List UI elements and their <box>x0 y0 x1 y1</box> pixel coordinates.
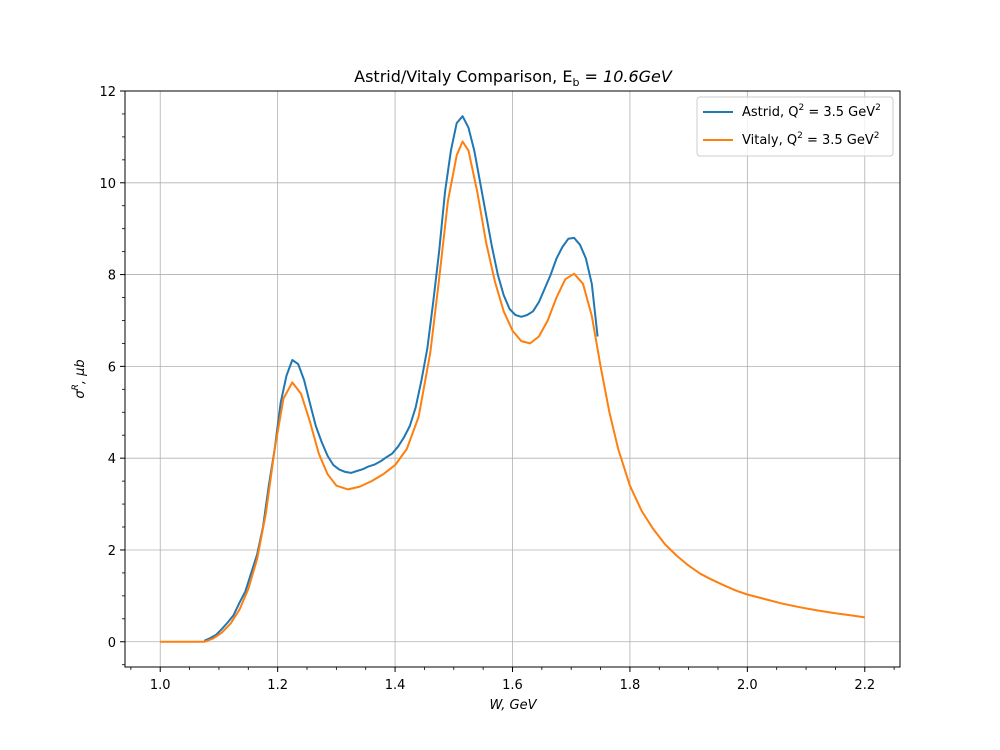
x-tick-label: 1.8 <box>620 678 641 693</box>
chart-title: Astrid/Vitaly Comparison, Eb = 10.6GeV <box>354 67 673 89</box>
y-axis-label: σR, μb <box>71 359 88 398</box>
legend-label-astrid: Astrid, Q2 = 3.5 GeV2 <box>742 103 881 120</box>
x-tick-label: 1.4 <box>385 678 406 693</box>
x-axis: 1.0 1.2 1.4 1.6 1.8 2.0 2.2 <box>130 667 895 693</box>
y-tick-label: 0 <box>108 636 116 651</box>
x-axis-label: W, GeV <box>489 698 537 713</box>
series-line-1 <box>160 140 865 643</box>
series-line-0 <box>203 115 599 642</box>
series-group <box>160 115 865 643</box>
y-tick-label: 12 <box>99 85 116 100</box>
grid-lines <box>125 90 900 667</box>
y-tick-label: 2 <box>108 544 116 559</box>
x-tick-label: 1.6 <box>502 678 523 693</box>
y-tick-label: 10 <box>99 177 116 192</box>
x-tick-label: 1.2 <box>267 678 288 693</box>
x-tick-label: 1.0 <box>150 678 171 693</box>
y-tick-label: 8 <box>108 269 116 284</box>
y-tick-label: 6 <box>108 360 116 375</box>
legend-box <box>696 96 894 157</box>
y-tick-label: 4 <box>108 452 116 467</box>
x-tick-label: 2.2 <box>854 678 875 693</box>
legend-label-vitaly: Vitaly, Q2 = 3.5 GeV2 <box>742 131 880 148</box>
y-axis: 0 2 4 6 8 10 12 <box>99 85 125 666</box>
legend: Astrid, Q2 = 3.5 GeV2 Vitaly, Q2 = 3.5 G… <box>696 96 894 157</box>
x-tick-label: 2.0 <box>737 678 758 693</box>
